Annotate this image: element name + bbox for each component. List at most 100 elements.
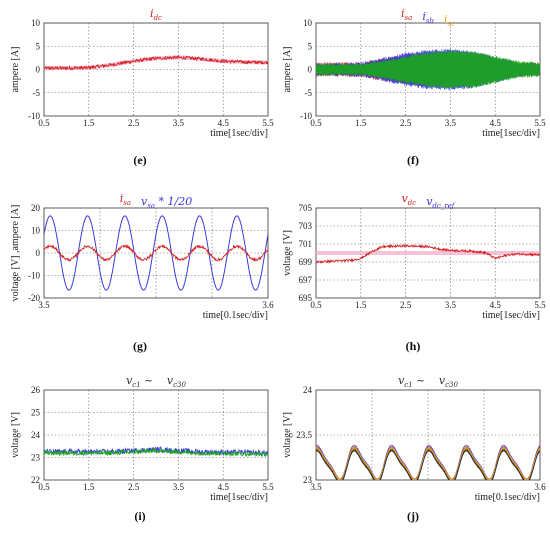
series-line bbox=[316, 444, 540, 480]
chart-title: vc1 ~ vc30 bbox=[126, 374, 186, 389]
title-subscript: c30 bbox=[173, 381, 186, 389]
y-tick-label: 10 bbox=[303, 18, 313, 28]
x-tick-label: 3.5 bbox=[173, 118, 185, 128]
chart-f: 0.5 1.5 2.5 3.5 4.5 5.5 10 5 0 -5 -10 time[1sec/div… bbox=[282, 7, 546, 139]
chart-title: isa vsa * 1/20 bbox=[120, 192, 192, 210]
y-tick-label: 10 bbox=[31, 18, 41, 28]
x-tick-label: 2.5 bbox=[128, 482, 140, 492]
y-tick-label: -20 bbox=[28, 293, 40, 303]
series-line bbox=[44, 243, 268, 262]
title-subscript: sc bbox=[447, 20, 455, 28]
chart-i: 0.5 1.5 2.5 3.5 4.5 5.5 26 25 24 23 22 time[1sec/di… bbox=[10, 374, 274, 503]
title-subscript: dc bbox=[408, 199, 416, 207]
title-symbol: i bbox=[422, 10, 426, 23]
title-suffix: * 1/20 bbox=[155, 195, 192, 208]
x-tick-label: 0.5 bbox=[310, 300, 322, 310]
plot-area bbox=[44, 445, 268, 458]
title-symbol: v bbox=[126, 374, 133, 387]
y-tick-label: 5 bbox=[36, 41, 41, 51]
x-tick-label: 4.5 bbox=[490, 118, 502, 128]
title-subscript: sb bbox=[426, 17, 435, 25]
title-subscript: sa bbox=[123, 199, 131, 207]
plot-area bbox=[44, 54, 268, 71]
x-tick-label: 0.5 bbox=[38, 482, 50, 492]
title-symbol: i bbox=[120, 192, 124, 205]
title-symbol: v bbox=[439, 374, 446, 387]
y-tick-label: 26 bbox=[31, 385, 41, 395]
y-tick-label: 703 bbox=[299, 221, 313, 231]
x-axis-label: time[1sec/div] bbox=[482, 310, 540, 321]
x-tick-label: 0.5 bbox=[38, 118, 50, 128]
x-tick-label: 2.5 bbox=[400, 118, 412, 128]
chart-title: idc bbox=[150, 7, 162, 22]
y-tick-label: 24 bbox=[31, 430, 41, 440]
plot-area bbox=[316, 444, 540, 480]
y-tick-label: -10 bbox=[28, 271, 40, 281]
chart-g: 3.5 3.6 20 10 0 -10 -20 time[0.1sec/div] voltage… bbox=[10, 192, 274, 321]
x-tick-label: 1.5 bbox=[355, 118, 367, 128]
y-axis-label: ampere [A] bbox=[282, 47, 293, 93]
x-tick-label: 3.5 bbox=[310, 482, 322, 492]
panel-label-g: (g) bbox=[133, 339, 147, 353]
series-line bbox=[316, 446, 540, 480]
y-tick-label: 10 bbox=[31, 226, 41, 236]
series-line bbox=[316, 243, 540, 264]
y-tick-label: 695 bbox=[299, 293, 313, 303]
x-tick-label: 3.6 bbox=[534, 482, 546, 492]
x-tick-label: 1.5 bbox=[83, 482, 95, 492]
title-subscript: dc_ref bbox=[432, 202, 455, 210]
title-symbol: i bbox=[401, 7, 405, 20]
title-symbol: i bbox=[444, 13, 448, 26]
chart-h: 0.5 1.5 2.5 3.5 4.5 5.5 705 703 701 699 697 695 time… bbox=[282, 192, 546, 321]
x-tick-label: 3.5 bbox=[445, 300, 457, 310]
series-line bbox=[44, 54, 268, 71]
x-tick-label: 5.5 bbox=[534, 118, 546, 128]
x-axis-label: time[0.1sec/div] bbox=[203, 310, 268, 321]
series-line bbox=[316, 450, 540, 480]
y-tick-label: 699 bbox=[299, 257, 313, 267]
plot-area bbox=[316, 48, 540, 91]
x-axis-label: time[1sec/div] bbox=[482, 128, 540, 139]
y-tick-label: 23.5 bbox=[296, 430, 312, 440]
y-tick-label: 22 bbox=[31, 475, 40, 485]
y-tick-label: 0 bbox=[36, 65, 41, 75]
panel-label-h: (h) bbox=[406, 339, 421, 353]
y-tick-label: 0 bbox=[308, 65, 313, 75]
series-line bbox=[44, 215, 268, 291]
y-tick-label: 705 bbox=[299, 203, 313, 213]
y-axis-label: voltage [V] bbox=[282, 230, 293, 276]
x-tick-label: 3.5 bbox=[445, 118, 457, 128]
y-tick-label: 701 bbox=[299, 239, 313, 249]
x-tick-label: 4.5 bbox=[218, 118, 230, 128]
title-symbol: i bbox=[150, 7, 154, 20]
title-symbol: v bbox=[167, 374, 174, 387]
title-suffix: ~ bbox=[413, 374, 429, 387]
y-axis-label: voltage [V] bbox=[282, 412, 293, 458]
x-tick-label: 4.5 bbox=[490, 300, 502, 310]
title-subscript: sa bbox=[405, 14, 413, 22]
x-tick-label: 0.5 bbox=[310, 118, 322, 128]
series-line bbox=[44, 447, 268, 458]
x-axis-label: time[0.1sec/div] bbox=[475, 492, 540, 503]
x-tick-label: 5.5 bbox=[262, 482, 274, 492]
y-tick-label: 23 bbox=[303, 475, 313, 485]
x-tick-label: 3.5 bbox=[38, 300, 50, 310]
series-line bbox=[316, 449, 540, 480]
title-symbol: v bbox=[426, 195, 433, 208]
x-tick-label: 2.5 bbox=[400, 300, 412, 310]
x-axis-label: time[1sec/div] bbox=[210, 492, 268, 503]
plot-area bbox=[316, 243, 540, 264]
series-line bbox=[316, 447, 540, 480]
y-tick-label: -10 bbox=[28, 111, 40, 121]
x-tick-label: 1.5 bbox=[83, 118, 95, 128]
series-line bbox=[316, 50, 540, 90]
plot-area bbox=[44, 215, 268, 291]
title-subscript: c1 bbox=[132, 381, 140, 389]
panel-label-i: (i) bbox=[134, 509, 145, 523]
y-tick-label: 0 bbox=[36, 248, 41, 258]
x-tick-label: 1.5 bbox=[355, 300, 367, 310]
panel-label-j: (j) bbox=[407, 509, 419, 523]
y-tick-label: 697 bbox=[299, 275, 313, 285]
title-suffix: ~ bbox=[141, 374, 157, 387]
x-tick-label: 5.5 bbox=[262, 118, 274, 128]
